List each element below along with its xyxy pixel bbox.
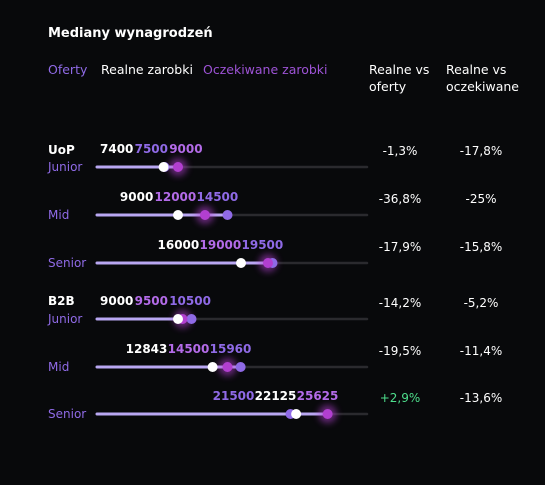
- real-value-label-b2b-senior: 22125: [255, 389, 297, 403]
- real-vs-offers-uop-mid: -36,8%: [378, 192, 422, 206]
- real-vs-offers-b2b-senior: +2,9%: [379, 391, 421, 405]
- chart-title: Mediany wynagrodzeń: [48, 26, 213, 41]
- header-offers: Oferty: [48, 62, 88, 77]
- real-value-label-b2b-mid: 12843: [126, 342, 168, 356]
- expected-value-label-b2b-senior: 25625: [297, 389, 339, 403]
- header-expected-salaries: Oczekiwane zarobki: [203, 62, 328, 77]
- expected-value-label-uop-junior: 9000: [169, 142, 202, 156]
- expected-value-label-uop-senior: 19000: [200, 238, 242, 252]
- expected-marker-uop-senior: [263, 258, 273, 268]
- offers-value-label-b2b-mid: 15960: [210, 342, 252, 356]
- offers-value-label-b2b-junior: 10500: [169, 294, 211, 308]
- real-vs-expected-b2b-junior: -5,2%: [463, 296, 499, 310]
- real-value-label-uop-senior: 16000: [158, 238, 200, 252]
- offers-marker-b2b-junior: [186, 314, 197, 324]
- real-vs-expected-uop-senior: -15,8%: [459, 240, 503, 254]
- offers-value-label-uop-junior: 7500: [135, 142, 168, 156]
- expected-marker-b2b-senior: [322, 409, 333, 419]
- real-marker-b2b-senior: [291, 409, 302, 419]
- expected-value-label-uop-mid: 12000: [155, 190, 197, 204]
- level-label-b2b-junior: Junior: [48, 312, 83, 326]
- real-marker-uop-senior: [236, 258, 246, 268]
- level-label-uop-junior: Junior: [48, 160, 83, 174]
- offers-value-label-uop-senior: 19500: [242, 238, 284, 252]
- real-marker-uop-junior: [158, 162, 169, 172]
- offers-marker-b2b-mid: [235, 362, 246, 372]
- header-real-salaries: Realne zarobki: [101, 62, 193, 77]
- real-vs-expected-b2b-senior: -13,6%: [459, 391, 503, 405]
- level-label-b2b-senior: Senior: [48, 407, 87, 421]
- real-vs-expected-b2b-mid: -11,4%: [459, 344, 503, 358]
- real-vs-offers-b2b-mid: -19,5%: [378, 344, 422, 358]
- group-label-b2b: B2B: [48, 294, 75, 308]
- header-real-vs-expected: Realne vs oczekiwane: [446, 62, 519, 94]
- expected-value-label-b2b-mid: 14500: [168, 342, 210, 356]
- offers-value-label-b2b-senior: 21500: [213, 389, 255, 403]
- expected-marker-b2b-mid: [222, 362, 233, 372]
- real-marker-b2b-junior: [173, 314, 183, 324]
- real-vs-offers-uop-junior: -1,3%: [382, 144, 418, 158]
- level-label-b2b-mid: Mid: [48, 360, 70, 374]
- offers-value-label-uop-mid: 14500: [197, 190, 239, 204]
- header-real-vs-offers: Realne vs oferty: [369, 62, 430, 94]
- expected-marker-uop-junior: [173, 162, 183, 172]
- real-value-label-uop-mid: 9000: [120, 190, 153, 204]
- expected-marker-uop-mid: [200, 210, 210, 220]
- real-marker-b2b-mid: [207, 362, 218, 372]
- expected-value-label-b2b-junior: 9500: [135, 294, 168, 308]
- real-vs-offers-b2b-junior: -14,2%: [378, 296, 422, 310]
- real-vs-offers-uop-senior: -17,9%: [378, 240, 422, 254]
- real-marker-uop-mid: [173, 210, 183, 220]
- real-vs-expected-uop-junior: -17,8%: [459, 144, 503, 158]
- real-value-label-b2b-junior: 9000: [100, 294, 133, 308]
- group-label-uop: UoP: [48, 143, 75, 157]
- real-value-label-uop-junior: 7400: [100, 142, 133, 156]
- real-vs-expected-uop-mid: -25%: [465, 192, 497, 206]
- offers-marker-uop-mid: [222, 210, 233, 220]
- level-label-uop-mid: Mid: [48, 208, 70, 222]
- level-label-uop-senior: Senior: [48, 256, 87, 270]
